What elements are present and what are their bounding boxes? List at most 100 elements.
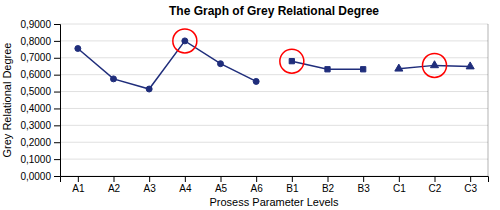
highlight-circle xyxy=(423,53,447,77)
x-tick-mark xyxy=(363,176,364,182)
grid-line xyxy=(60,40,488,41)
x-tick-mark xyxy=(292,176,293,182)
point xyxy=(466,62,474,69)
x-tick-label: B3 xyxy=(358,183,371,194)
y-tick-mark xyxy=(54,108,60,109)
x-tick-label: C2 xyxy=(429,183,442,194)
x-tick-label: A5 xyxy=(215,183,228,194)
point xyxy=(253,78,259,84)
chart: A1 A2 A3 A4 A5 A6 B1 B2 B3 C1 C2 C3 0,0000 0,1000 0,20… xyxy=(0,0,500,210)
x-tick-label: B1 xyxy=(286,183,299,194)
y-tick: 0,2000 xyxy=(20,137,60,148)
x-tick-mark xyxy=(78,176,79,182)
y-tick-mark xyxy=(54,92,60,93)
x-tick-mark xyxy=(470,176,471,182)
y-tick: 0,3000 xyxy=(20,120,60,131)
x-tick: A5 xyxy=(215,176,228,194)
y-tick: 0,8000 xyxy=(20,36,60,47)
x-tick-label: B2 xyxy=(322,183,335,194)
grid-line xyxy=(60,57,488,58)
grid-line xyxy=(60,159,488,160)
x-tick: A6 xyxy=(251,176,264,194)
x-tick-mark xyxy=(185,176,186,182)
x-tick-label: A1 xyxy=(72,183,85,194)
point xyxy=(289,59,294,64)
y-axis-title: Grey Relational Degree xyxy=(1,43,13,158)
y-tick-mark xyxy=(54,176,60,177)
series xyxy=(173,29,447,77)
frame xyxy=(488,24,489,176)
x-tick-mark xyxy=(256,176,257,182)
x-tick: B2 xyxy=(322,176,335,194)
x-tick-label: C1 xyxy=(393,183,406,194)
y-tick-mark xyxy=(54,24,60,25)
plot: A1 A2 A3 A4 A5 A6 B1 B2 B3 C1 C2 C3 0,0000 0,1000 0,20… xyxy=(20,19,488,194)
x-axis: A1 A2 A3 A4 A5 A6 B1 B2 B3 C1 C2 C3 xyxy=(61,176,489,194)
y-tick-label: 0,9000 xyxy=(20,19,51,30)
y-tick: 0,9000 xyxy=(20,19,60,30)
y-tick-label: 0,4000 xyxy=(20,103,51,114)
x-tick: B3 xyxy=(358,176,371,194)
x-tick-mark xyxy=(399,176,400,182)
y-tick-mark xyxy=(54,75,60,76)
point xyxy=(430,61,438,68)
x-tick: A3 xyxy=(144,176,157,194)
y-tick-label: 0,3000 xyxy=(20,120,51,131)
y-tick: 0,6000 xyxy=(20,69,60,80)
y-tick-mark xyxy=(54,125,60,126)
y-axis-line xyxy=(54,25,61,177)
y-tick: 0,5000 xyxy=(20,86,60,97)
x-tick-mark xyxy=(221,176,222,182)
highlight-circle xyxy=(280,49,304,73)
point xyxy=(182,38,188,44)
line xyxy=(78,41,256,89)
x-tick-mark xyxy=(435,176,436,182)
y-tick-label: 0,6000 xyxy=(20,69,51,80)
point xyxy=(218,61,224,67)
y-tick-mark xyxy=(54,58,60,59)
y-tick-label: 0,2000 xyxy=(20,137,51,148)
y-tick: 0,4000 xyxy=(20,103,60,114)
y-tick-label: 0,0000 xyxy=(20,171,51,182)
point xyxy=(361,67,366,72)
x-axis-title: Prosess Parameter Levels xyxy=(210,196,339,208)
grid-line xyxy=(60,91,488,92)
marks xyxy=(75,29,474,92)
y-tick: 0,7000 xyxy=(20,52,60,63)
point xyxy=(146,86,152,92)
x-tick: C2 xyxy=(429,176,442,194)
x-tick-mark xyxy=(149,176,150,182)
point xyxy=(325,67,330,72)
grid-line xyxy=(60,125,488,126)
y-tick-label: 0,7000 xyxy=(20,52,51,63)
title: The Graph of Grey Relational Degree xyxy=(169,4,379,18)
x-tick-mark xyxy=(114,176,115,182)
x-tick-mark xyxy=(328,176,329,182)
point xyxy=(395,64,403,71)
x-tick-label: A4 xyxy=(179,183,192,194)
x-tick: C1 xyxy=(393,176,406,194)
y-tick-label: 0,8000 xyxy=(20,36,51,47)
y-tick-mark xyxy=(54,41,60,42)
series xyxy=(395,61,474,71)
highlight-circle xyxy=(173,29,197,53)
x-tick: A2 xyxy=(108,176,121,194)
point xyxy=(75,46,81,52)
point xyxy=(111,76,117,82)
y-tick-mark xyxy=(54,159,60,160)
y-tick-mark xyxy=(54,142,60,143)
y-tick-label: 0,5000 xyxy=(20,86,51,97)
y-axis: 0,0000 0,1000 0,2000 0,3000 0,4000 0,5000 0,60… xyxy=(20,19,60,182)
x-tick: B1 xyxy=(286,176,299,194)
grid-line xyxy=(60,142,488,143)
series xyxy=(75,38,259,92)
grid-line xyxy=(60,74,488,75)
y-tick: 0,1000 xyxy=(20,154,60,165)
x-tick-label: A6 xyxy=(251,183,264,194)
y-tick: 0,0000 xyxy=(20,171,60,182)
x-tick: A4 xyxy=(179,176,192,194)
x-tick: C3 xyxy=(464,176,477,194)
grid-line xyxy=(60,108,488,109)
grid-line xyxy=(60,24,488,25)
x-axis-line xyxy=(61,177,489,183)
